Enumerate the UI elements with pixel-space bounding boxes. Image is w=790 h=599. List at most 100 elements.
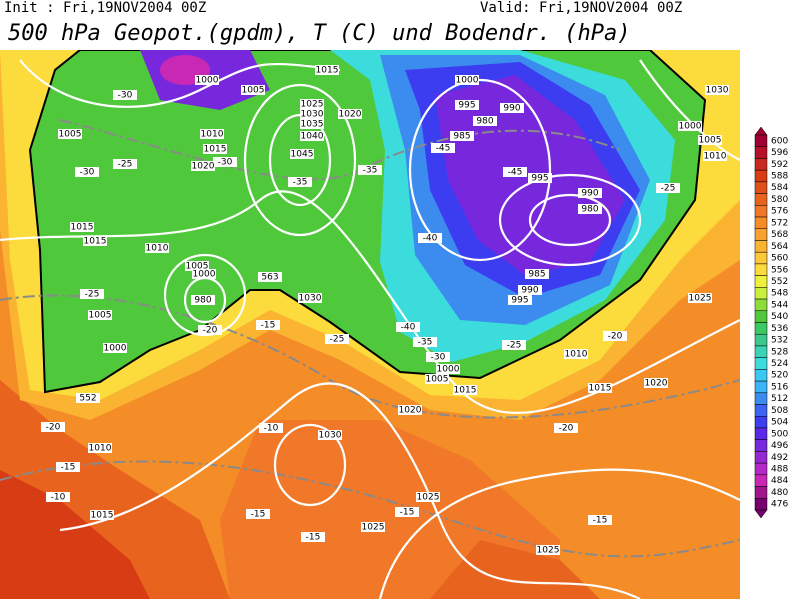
colorbar-swatch (754, 498, 768, 511)
label-box (76, 393, 100, 403)
label-box (145, 243, 169, 253)
colorbar-arrow (754, 126, 768, 136)
contour-label: -35 (363, 166, 378, 176)
label-box (258, 272, 282, 282)
contour-label: 563 (261, 273, 278, 283)
label-box (455, 100, 479, 110)
contour-label: -40 (401, 323, 416, 333)
label-box (259, 423, 283, 433)
contour-label: 1030 (706, 86, 729, 96)
contour-label: 1025 (301, 100, 324, 110)
label-box (473, 116, 497, 126)
colorbar-swatch (754, 404, 768, 417)
contour-label: 1020 (645, 379, 668, 389)
contour-label: 990 (581, 189, 598, 199)
colorbar-label: 544 (771, 300, 788, 310)
contour-label: 1010 (704, 152, 727, 162)
colorbar-swatch (754, 357, 768, 370)
contour-label: 985 (453, 132, 470, 142)
contour-label: 1005 (242, 86, 265, 96)
label-box (300, 109, 324, 119)
label-box (198, 325, 222, 335)
contour-label: -15 (400, 508, 415, 518)
contour-label: 1010 (89, 444, 112, 454)
contour-label: 980 (476, 117, 493, 127)
label-box (500, 103, 524, 113)
colorbar-label: 508 (771, 406, 788, 416)
contour-label: 1000 (437, 365, 460, 375)
label-box (508, 295, 532, 305)
label-box (603, 331, 627, 341)
colorbar-swatch (754, 146, 768, 159)
colorbar-label: 556 (771, 265, 788, 275)
colorbar-swatch (754, 216, 768, 229)
contour-label: 1020 (339, 110, 362, 120)
contour-label: 1015 (91, 511, 114, 521)
label-box (564, 349, 588, 359)
colorbar-swatch (754, 134, 768, 147)
isobar (0, 190, 740, 415)
colorbar-label: 540 (771, 312, 788, 322)
contour-label: 980 (194, 296, 211, 306)
label-box (288, 177, 312, 187)
contour-label: 990 (521, 286, 538, 296)
contour-label: 1025 (537, 546, 560, 556)
label-box (300, 119, 324, 129)
label-box (83, 236, 107, 246)
colorbar-swatch (754, 275, 768, 288)
contour-label: 1040 (301, 132, 324, 142)
colorbar-label: 496 (771, 441, 788, 451)
colorbar-label: 512 (771, 394, 788, 404)
label-box (678, 121, 702, 131)
label-box (241, 85, 265, 95)
label-box (203, 144, 227, 154)
contour-label: 1015 (589, 384, 612, 394)
colorbar-swatch (754, 169, 768, 183)
label-box (502, 340, 526, 350)
colorbar-label: 560 (771, 254, 788, 264)
warm-region (0, 470, 150, 599)
colorbar-label: 548 (771, 289, 788, 299)
colorbar-label: 596 (771, 148, 788, 158)
colorbar-label: 476 (771, 500, 788, 510)
colorbar-label: 600 (771, 136, 788, 146)
contour-label: -30 (80, 168, 95, 178)
colorbar-swatch (754, 228, 768, 241)
colorbar-label: 592 (771, 160, 788, 170)
label-box (688, 293, 712, 303)
label-box (191, 161, 215, 171)
contour-label: 1020 (192, 162, 215, 172)
label-box (195, 75, 219, 85)
label-box (554, 423, 578, 433)
label-box (315, 65, 339, 75)
colorbar-label: 528 (771, 347, 788, 357)
label-box (518, 285, 542, 295)
colorbar-swatch (754, 345, 768, 358)
contour-label: 552 (79, 394, 96, 404)
isobar (273, 423, 347, 507)
label-box (300, 99, 324, 109)
isobar (59, 382, 641, 599)
colorbar-swatch (754, 240, 768, 253)
contour-label: -25 (507, 341, 522, 351)
contour-label: -15 (61, 463, 76, 473)
label-box (536, 545, 560, 555)
colorbar-swatch (754, 287, 768, 300)
contour-label: -25 (118, 160, 133, 170)
contour-label: -35 (293, 178, 308, 188)
label-box (298, 293, 322, 303)
contour-label: 995 (458, 101, 475, 111)
label-box (578, 188, 602, 198)
label-box (698, 135, 722, 145)
colorbar-swatch (754, 451, 768, 464)
contour-label: -15 (251, 510, 266, 520)
contour-label: 1005 (89, 311, 112, 321)
colorbar-swatch (754, 298, 768, 312)
colorbar-swatch (754, 263, 768, 276)
init-time: Init : Fri,19NOV2004 00Z (4, 0, 206, 16)
label-box (588, 383, 612, 393)
contour-label: 1015 (454, 386, 477, 396)
colorbar-label: 552 (771, 277, 788, 287)
